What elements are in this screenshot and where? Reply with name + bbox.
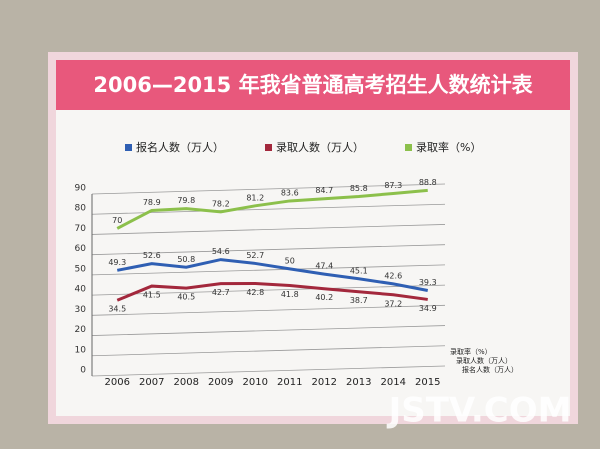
- grid-line: [91, 365, 446, 377]
- data-label: 40.2: [315, 293, 333, 302]
- legend-label: 录取率（%）: [416, 140, 481, 154]
- data-label: 42.7: [212, 288, 230, 297]
- data-label: 45.1: [350, 266, 368, 275]
- data-label: 38.7: [350, 296, 368, 305]
- data-label: 83.6: [281, 188, 299, 197]
- depth-axis-label: 录取人数（万人）: [456, 356, 512, 365]
- data-label: 70: [112, 216, 122, 225]
- data-label: 41.5: [143, 291, 161, 300]
- data-label: 50.8: [177, 255, 195, 264]
- x-tick-label: 2011: [277, 377, 302, 388]
- x-tick-label: 2009: [208, 377, 233, 388]
- data-label: 40.5: [177, 293, 195, 302]
- y-tick-label: 30: [75, 305, 87, 315]
- grid-line: [91, 304, 446, 316]
- depth-axis-label: 报名人数（万人）: [462, 365, 518, 374]
- x-tick-label: 2010: [243, 377, 268, 388]
- data-label: 42.6: [384, 271, 402, 280]
- x-tick-label: 2015: [415, 377, 440, 388]
- chart-title: 2006—2015 年我省普通高考招生人数统计表: [93, 73, 533, 97]
- data-label: 52.7: [246, 251, 264, 260]
- y-tick-label: 40: [75, 285, 87, 295]
- data-label: 81.2: [246, 193, 264, 202]
- data-label: 41.8: [281, 290, 299, 299]
- x-tick-label: 2012: [312, 377, 337, 388]
- data-label: 78.9: [143, 198, 161, 207]
- series-line: [116, 258, 429, 292]
- x-tick-label: 2008: [174, 377, 199, 388]
- legend-label: 录取人数（万人）: [276, 141, 364, 154]
- x-tick-label: 2007: [139, 377, 164, 388]
- grid-line: [91, 244, 446, 256]
- y-tick-label: 70: [75, 224, 87, 234]
- legend-swatch: [125, 144, 132, 151]
- series-line: [116, 281, 428, 302]
- data-label: 78.2: [212, 199, 230, 208]
- y-tick-label: 60: [75, 244, 87, 254]
- data-label: 84.7: [315, 186, 333, 195]
- board: [56, 110, 570, 416]
- data-label: 39.3: [419, 278, 437, 287]
- x-tick-label: 2013: [346, 377, 371, 388]
- y-tick-label: 10: [75, 345, 87, 355]
- data-label: 52.6: [143, 251, 161, 260]
- data-label: 88.8: [419, 178, 437, 187]
- data-label: 34.5: [108, 305, 126, 314]
- grid-line: [91, 264, 446, 276]
- x-tick-label: 2014: [381, 377, 406, 388]
- data-label: 37.2: [384, 299, 402, 308]
- x-tick-label: 2006: [105, 377, 130, 388]
- data-label: 34.9: [419, 304, 437, 313]
- y-tick-label: 80: [75, 204, 87, 214]
- data-label: 42.8: [246, 288, 264, 297]
- y-tick-label: 50: [75, 264, 87, 274]
- grid-line: [91, 284, 446, 296]
- grid-line: [91, 325, 446, 336]
- depth-axis-label: 录取率（%）: [450, 347, 492, 356]
- data-label: 85.8: [350, 184, 368, 193]
- data-label: 50: [285, 256, 295, 265]
- data-label: 87.3: [384, 181, 402, 190]
- grid-line: [91, 224, 446, 235]
- data-label: 79.8: [177, 196, 195, 205]
- legend-swatch: [405, 144, 412, 151]
- watermark: JSTV.COM: [387, 391, 572, 431]
- data-label: 49.3: [108, 258, 126, 267]
- legend-swatch: [265, 144, 272, 151]
- y-tick-label: 20: [75, 325, 87, 335]
- y-tick-label: 90: [75, 184, 87, 194]
- grid-line: [91, 345, 446, 357]
- grid-line: [91, 183, 446, 195]
- y-tick-label: 0: [80, 366, 86, 376]
- data-label: 47.4: [315, 262, 333, 271]
- legend-label: 报名人数（万人）: [136, 140, 224, 154]
- data-label: 54.6: [212, 247, 230, 256]
- series-line: [116, 188, 428, 230]
- title-banner: [56, 60, 570, 110]
